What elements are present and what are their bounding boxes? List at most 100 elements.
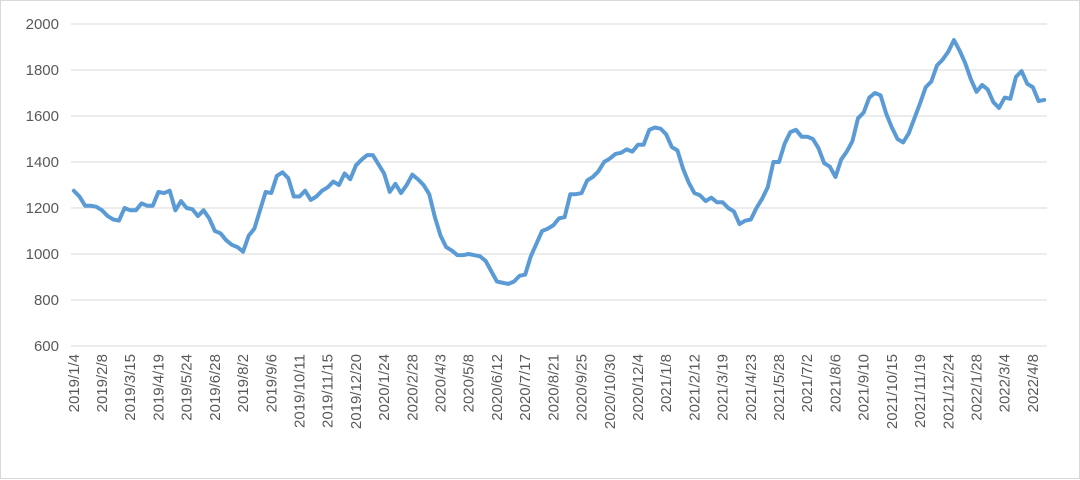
data-point [958,48,962,52]
x-tick-label: 2019/10/11 [291,354,308,428]
x-tick-label: 2021/7/2 [799,354,816,412]
data-point [478,254,482,258]
data-point [433,215,437,219]
data-point [709,196,713,200]
data-point [506,282,510,286]
data-point [1031,85,1035,89]
data-point [986,88,990,92]
data-point [619,151,623,155]
data-point [140,201,144,205]
data-point [410,173,414,177]
x-tick-label: 2019/2/8 [94,354,111,412]
data-point [207,216,211,220]
data-point [354,163,358,167]
data-point [760,197,764,201]
data-point [123,206,127,210]
data-point [890,126,894,130]
x-tick-label: 2021/3/19 [715,354,732,421]
x-tick-label: 2020/9/25 [574,354,591,421]
data-point [613,152,617,156]
data-point [862,111,866,115]
data-point [371,153,375,157]
data-point [337,183,341,187]
data-point [286,176,290,180]
data-point [106,214,110,218]
data-point [292,195,296,199]
data-point [675,149,679,153]
data-point [715,200,719,204]
x-tick-label: 2021/1/8 [658,354,675,412]
data-point [901,140,905,144]
data-point [574,192,578,196]
y-tick-label: 1000 [26,246,59,263]
data-point [173,208,177,212]
data-point [1025,82,1029,86]
data-point [416,177,420,181]
data-point [805,135,809,139]
data-point [636,143,640,147]
x-tick-label: 2021/9/10 [856,354,873,421]
data-point [348,177,352,181]
data-point [472,253,476,257]
data-point [692,191,696,195]
data-point [224,238,228,242]
data-point [596,169,600,173]
data-point [946,50,950,54]
x-tick-label: 2020/7/17 [517,354,534,421]
data-point [935,63,939,67]
data-point [484,259,488,263]
x-tick-label: 2022/4/8 [1025,354,1042,412]
data-point [439,234,443,238]
data-point [873,91,877,95]
data-point [100,208,104,212]
data-point [219,231,223,235]
x-tick-label: 2019/12/20 [348,354,365,429]
data-point [360,158,364,162]
data-point [1008,97,1012,101]
data-point [738,222,742,226]
data-point [399,191,403,195]
data-point [602,160,606,164]
data-point [850,139,854,143]
data-point [281,170,285,174]
x-tick-label: 2021/5/28 [771,354,788,421]
data-point [89,204,93,208]
x-tick-label: 2021/4/23 [743,354,760,421]
data-point [918,101,922,105]
data-point [467,252,471,256]
series-line [71,38,1047,286]
data-point [969,77,973,81]
x-tick-label: 2021/12/24 [940,354,957,429]
data-point [659,127,663,131]
data-point [1042,98,1046,102]
data-point [320,189,324,193]
x-tick-label: 2019/6/28 [207,354,224,421]
data-point [489,269,493,273]
data-point [591,175,595,179]
x-tick-label: 2020/6/12 [489,354,506,421]
x-tick-label: 2019/3/15 [122,354,139,421]
y-tick-label: 2000 [26,16,59,33]
x-tick-label: 2019/8/2 [235,354,252,412]
data-point [455,253,459,257]
data-point [303,189,307,193]
x-tick-label: 2019/11/15 [320,354,337,428]
data-point [800,135,804,139]
data-point [529,254,533,258]
data-point [952,38,956,42]
data-point [698,193,702,197]
data-point [365,153,369,157]
y-tick-label: 1800 [26,62,59,79]
data-point [331,180,335,184]
data-point [546,227,550,231]
data-point [822,161,826,165]
data-point [518,274,522,278]
data-point [670,145,674,149]
data-point [974,90,978,94]
data-point [811,137,815,141]
data-point [585,178,589,182]
data-point [653,126,657,130]
x-tick-label: 2021/8/6 [827,354,844,412]
y-tick-label: 1400 [26,154,59,171]
